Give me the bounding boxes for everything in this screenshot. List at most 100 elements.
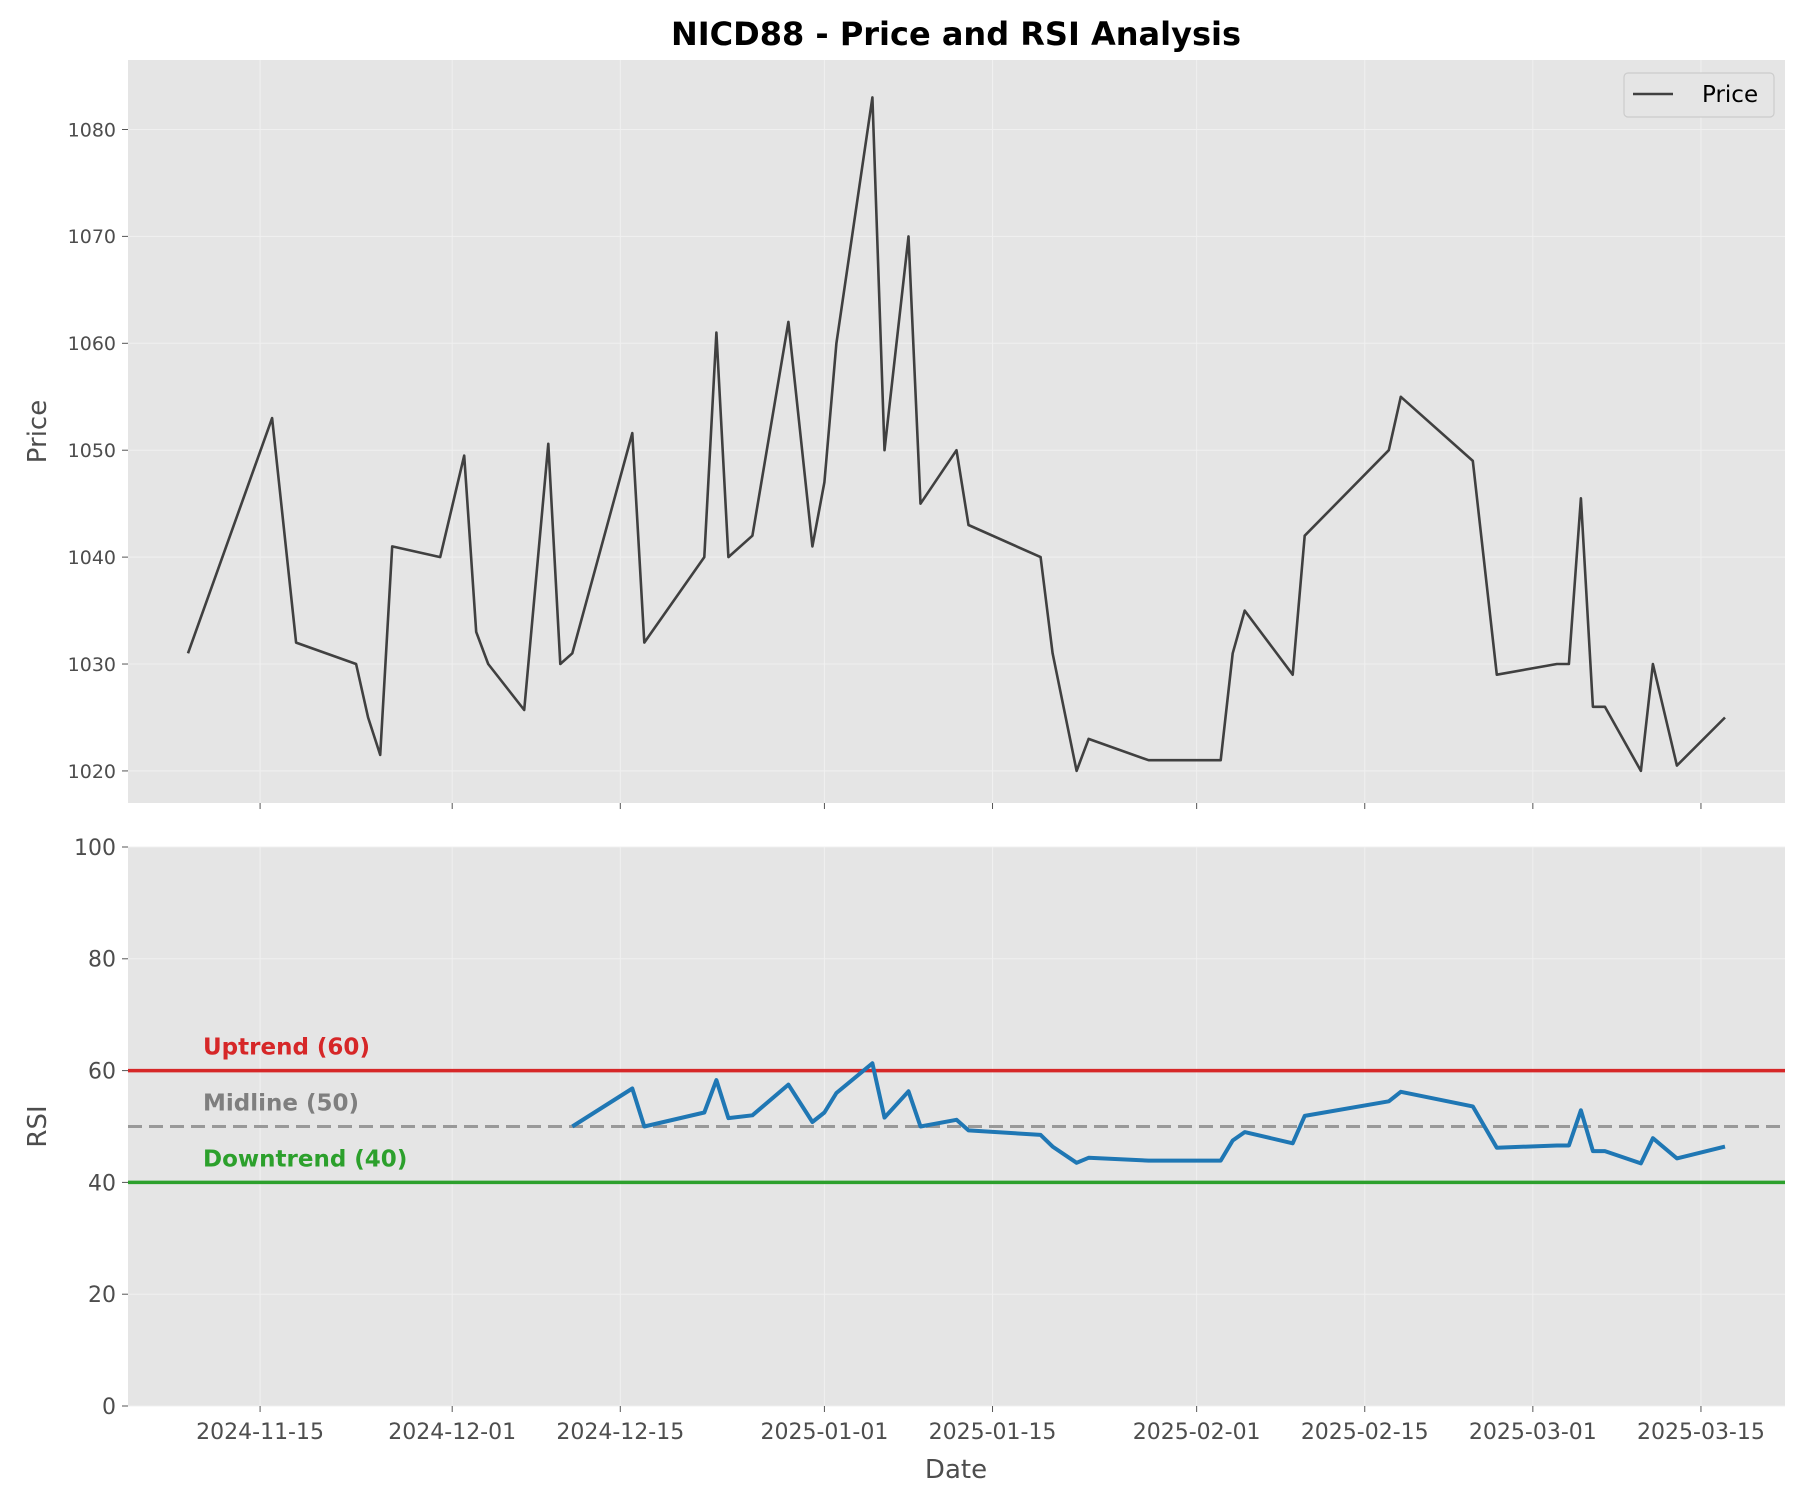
rsi-data-point bbox=[955, 1119, 957, 1121]
price-data-point bbox=[295, 641, 297, 643]
x-tick-label: 2025-01-15 bbox=[929, 1420, 1057, 1445]
price-data-point bbox=[547, 443, 549, 445]
rsi-data-point bbox=[1219, 1159, 1221, 1161]
price-data-point bbox=[811, 545, 813, 547]
x-tick-label: 2025-03-01 bbox=[1469, 1420, 1597, 1445]
rsi-data-point bbox=[1496, 1147, 1498, 1149]
price-data-point bbox=[835, 342, 837, 344]
price-data-point bbox=[271, 417, 273, 419]
y-tick-label: 1070 bbox=[68, 226, 116, 248]
rsi-series-line bbox=[571, 1061, 1726, 1166]
x-tick-label: 2025-01-01 bbox=[760, 1420, 888, 1445]
rsi-data-point bbox=[727, 1117, 729, 1119]
price-data-point bbox=[1388, 449, 1390, 451]
rsi-data-point bbox=[571, 1125, 573, 1127]
rsi-data-point bbox=[631, 1087, 633, 1089]
y-tick-label: 80 bbox=[88, 948, 116, 973]
x-axis-label: Date bbox=[925, 1455, 987, 1485]
price-data-point bbox=[919, 502, 921, 504]
rsi-data-point bbox=[787, 1083, 789, 1085]
x-tick-label: 2024-12-15 bbox=[556, 1420, 684, 1445]
rsi-data-point bbox=[967, 1129, 969, 1131]
price-data-point bbox=[1640, 770, 1642, 772]
price-data-point bbox=[715, 331, 717, 333]
rsi-data-point bbox=[1472, 1105, 1474, 1107]
price-data-point bbox=[1304, 535, 1306, 537]
rsi-data-point bbox=[907, 1090, 909, 1092]
legend-label: Price bbox=[1702, 82, 1758, 108]
chart-title: NICD88 - Price and RSI Analysis bbox=[671, 15, 1241, 53]
y-tick-label: 60 bbox=[88, 1060, 116, 1085]
rsi-data-point bbox=[1676, 1157, 1678, 1159]
rsi-data-point bbox=[823, 1111, 825, 1113]
price-data-point bbox=[1568, 663, 1570, 665]
price-data-point bbox=[787, 321, 789, 323]
rsi-data-point bbox=[1592, 1150, 1594, 1152]
price-y-axis-label: Price bbox=[23, 400, 53, 463]
rsi-y-axis-label: RSI bbox=[23, 1105, 53, 1147]
price-data-point bbox=[571, 652, 573, 654]
price-data-point bbox=[643, 641, 645, 643]
rsi-data-point bbox=[1604, 1150, 1606, 1152]
price-data-point bbox=[559, 663, 561, 665]
price-data-point bbox=[1231, 652, 1233, 654]
rsi-data-point bbox=[1388, 1100, 1390, 1102]
price-data-point bbox=[631, 432, 633, 434]
y-tick-label: 100 bbox=[74, 836, 116, 861]
price-data-point bbox=[967, 524, 969, 526]
rsi-data-point bbox=[1568, 1144, 1570, 1146]
rsi-data-point bbox=[1292, 1142, 1294, 1144]
price-data-point bbox=[1556, 663, 1558, 665]
rsi-data-point bbox=[1400, 1091, 1402, 1093]
price-data-point bbox=[355, 663, 357, 665]
rsi-data-point bbox=[1640, 1162, 1642, 1164]
price-data-point bbox=[703, 556, 705, 558]
rsi-data-point bbox=[1724, 1145, 1726, 1147]
price-data-point bbox=[1724, 716, 1726, 718]
price-data-point bbox=[1087, 738, 1089, 740]
price-data-point bbox=[1580, 497, 1582, 499]
price-data-point bbox=[1676, 764, 1678, 766]
y-tick-label: 0 bbox=[102, 1395, 116, 1420]
price-series-line bbox=[186, 96, 1726, 773]
rsi-data-point bbox=[1075, 1162, 1077, 1164]
price-data-point bbox=[1147, 759, 1149, 761]
legend: Price bbox=[1623, 72, 1775, 118]
reference-line-label: Downtrend (40) bbox=[203, 1146, 407, 1172]
price-panel: 1020 1030 1040 1050 1060 1070 1080 Price Price bbox=[23, 60, 1785, 809]
price-data-point bbox=[1592, 706, 1594, 708]
price-data-point bbox=[187, 652, 189, 654]
y-tick-label: 40 bbox=[88, 1171, 116, 1196]
price-data-point bbox=[1292, 674, 1294, 676]
price-data-point bbox=[955, 449, 957, 451]
rsi-data-point bbox=[1652, 1137, 1654, 1139]
price-data-point bbox=[871, 96, 873, 98]
x-tick-label: 2025-03-15 bbox=[1637, 1420, 1765, 1445]
rsi-data-point bbox=[1556, 1144, 1558, 1146]
price-data-point bbox=[1472, 460, 1474, 462]
rsi-data-point bbox=[1147, 1159, 1149, 1161]
rsi-data-point bbox=[811, 1121, 813, 1123]
price-data-point bbox=[379, 754, 381, 756]
x-tick-label: 2025-02-15 bbox=[1301, 1420, 1429, 1445]
price-data-point bbox=[751, 535, 753, 537]
rsi-panel: 0 20 40 60 80 100 2024-11-15 2024-12-01 2024-12-… bbox=[23, 836, 1785, 1445]
price-data-point bbox=[367, 716, 369, 718]
price-data-point bbox=[823, 481, 825, 483]
price-data-point bbox=[727, 556, 729, 558]
price-data-point bbox=[883, 449, 885, 451]
price-data-point bbox=[523, 709, 525, 711]
price-data-point bbox=[1051, 652, 1053, 654]
price-data-point bbox=[1075, 770, 1077, 772]
price-data-point bbox=[439, 556, 441, 558]
rsi-data-point bbox=[1243, 1131, 1245, 1133]
price-data-point bbox=[463, 454, 465, 456]
rsi-data-point bbox=[883, 1116, 885, 1118]
price-data-point bbox=[1652, 663, 1654, 665]
price-data-point bbox=[1219, 759, 1221, 761]
reference-line-label: Midline (50) bbox=[203, 1091, 359, 1117]
rsi-data-point bbox=[643, 1125, 645, 1127]
rsi-data-point bbox=[715, 1079, 717, 1081]
legend-box bbox=[1623, 72, 1775, 118]
